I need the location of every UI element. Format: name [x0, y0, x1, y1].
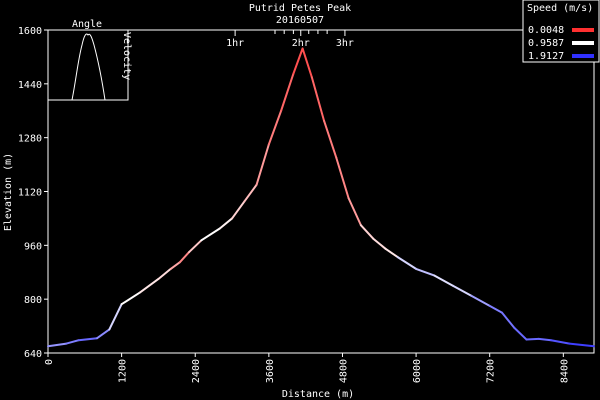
legend-title: Speed (m/s)	[527, 3, 593, 14]
elevation-segment	[292, 47, 304, 75]
x-tick-label: 0	[44, 359, 55, 365]
elevation-segment	[568, 342, 595, 348]
elevation-segment	[267, 109, 283, 146]
inset-curve	[71, 33, 106, 101]
elevation-segment	[139, 277, 160, 294]
elevation-segment	[157, 267, 172, 280]
inset-angle-label: Angle	[72, 19, 102, 30]
elevation-segment	[200, 227, 221, 242]
elevation-segment	[178, 251, 191, 264]
elevation-segment	[120, 291, 142, 306]
x-tick-label: 8400	[559, 359, 570, 383]
y-axis: 640 800 960 1120 1280 1440 1600	[18, 26, 48, 360]
angle-velocity-inset: Angle Velocity	[47, 19, 132, 101]
chart-title-group: Putrid Petes Peak 20160507	[249, 3, 351, 26]
elevation-segment	[500, 311, 516, 329]
y-tick-label: 1120	[18, 188, 42, 199]
x-tick-label: 7200	[486, 359, 497, 383]
elevation-segment	[218, 217, 234, 230]
elevation-segment	[188, 239, 203, 254]
y-tick-label: 1600	[18, 26, 42, 37]
elevation-segment	[537, 337, 553, 342]
chart-title: Putrid Petes Peak	[249, 3, 351, 14]
elevation-segment	[47, 342, 68, 348]
x-tick-label: 4800	[338, 359, 349, 383]
legend-entry-label: 0.9587	[528, 38, 564, 49]
inset-frame	[47, 29, 129, 101]
elevation-segment	[323, 119, 338, 159]
elevation-segment	[384, 247, 399, 259]
elevation-segment	[255, 143, 270, 186]
y-tick-label: 640	[24, 349, 42, 360]
time-marker-label: 2hr	[292, 38, 310, 49]
elevation-segment	[415, 267, 436, 277]
elevation-segment	[359, 224, 375, 240]
elevation-segment	[231, 200, 246, 220]
elevation-segment	[433, 274, 454, 287]
legend-entries: 0.0048 0.9587 1.9127	[528, 25, 594, 62]
y-tick-label: 1440	[18, 80, 42, 91]
elevation-segment	[108, 303, 123, 331]
chart-subtitle: 20160507	[276, 15, 324, 26]
elevation-segment	[301, 47, 313, 79]
y-axis-title: Elevation (m)	[3, 153, 14, 231]
elevation-segment	[451, 284, 473, 297]
x-tick-label: 6000	[412, 359, 423, 383]
inset-velocity-label: Velocity	[121, 32, 132, 80]
y-tick-label: 800	[24, 295, 42, 306]
legend-entry-label: 1.9127	[528, 51, 564, 62]
elevation-segment	[335, 156, 350, 200]
speed-legend: Speed (m/s) 0.0048 0.9587 1.9127	[522, 0, 600, 63]
legend-swatch	[572, 54, 594, 58]
elevation-segment	[243, 183, 258, 203]
elevation-segment	[525, 337, 540, 341]
legend-entry-label: 0.0048	[528, 25, 564, 36]
time-marker-label: 1hr	[226, 38, 244, 49]
elevation-segment	[396, 256, 418, 270]
legend-swatch	[572, 28, 594, 32]
elevation-series	[47, 47, 595, 348]
elevation-segment	[550, 339, 571, 345]
elevation-segment	[488, 304, 503, 314]
y-tick-label: 960	[24, 241, 42, 252]
elevation-segment	[77, 337, 99, 342]
time-marker-label: 3hr	[336, 38, 354, 49]
x-tick-label: 1200	[118, 359, 129, 383]
elevation-segment	[169, 261, 181, 270]
x-axis-title: Distance (m)	[282, 389, 354, 400]
elevation-segment	[347, 197, 362, 227]
elevation-segment	[470, 294, 491, 307]
elevation-segment	[372, 237, 387, 250]
legend-swatch	[572, 41, 594, 45]
elevation-segment	[280, 72, 295, 112]
elevation-segment	[65, 339, 80, 345]
x-axis: 0 1200 2400 3600 4800 6000 7200 8400	[44, 353, 570, 383]
y-tick-label: 1280	[18, 134, 42, 145]
elevation-segment	[96, 328, 111, 340]
elevation-segment	[513, 326, 528, 341]
x-tick-label: 3600	[265, 359, 276, 383]
elevation-segment	[310, 76, 326, 122]
x-tick-label: 2400	[191, 359, 202, 383]
